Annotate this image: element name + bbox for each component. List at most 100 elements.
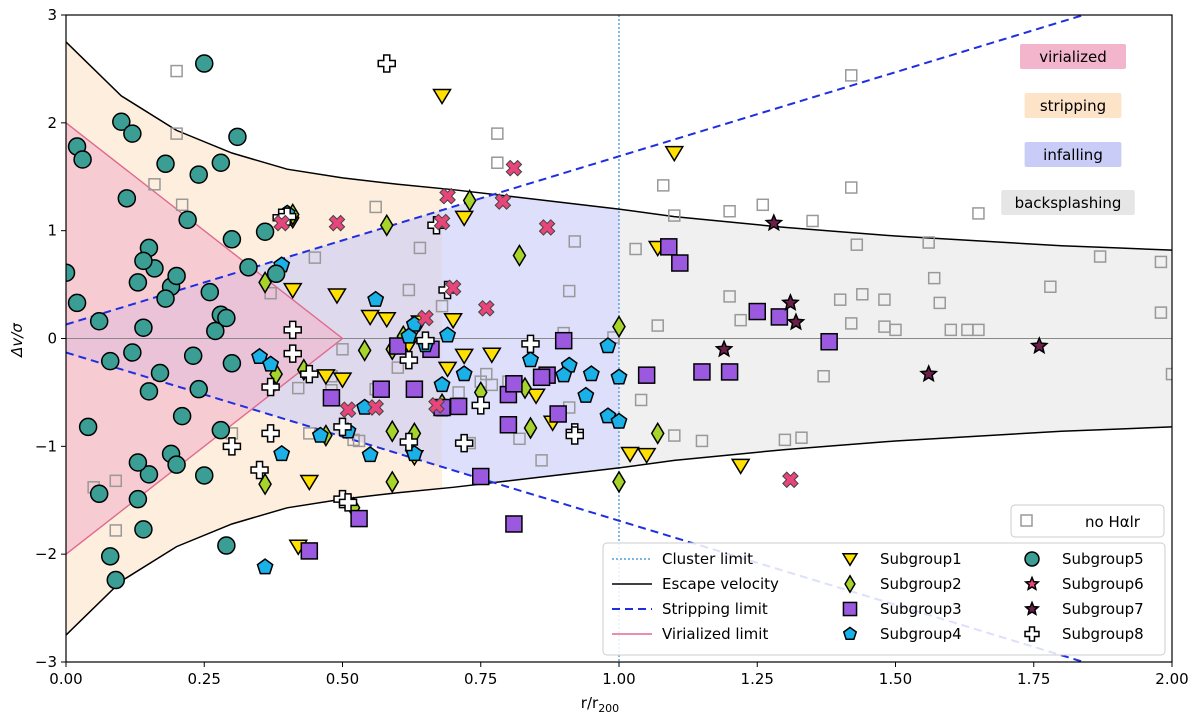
data-point-subgroup4: [367, 290, 385, 307]
data-point-subgroup5: [217, 308, 236, 328]
nohalr-point: [734, 313, 747, 327]
data-point-subgroup7: [786, 312, 806, 331]
data-point-subgroup5: [189, 379, 208, 399]
x-tick-label: 1.75: [1017, 670, 1050, 688]
data-point-subgroup8: [399, 350, 419, 370]
data-point-subgroup6-cross: [505, 159, 523, 177]
data-point-subgroup5: [239, 258, 258, 277]
data-point-subgroup4: [311, 426, 329, 443]
data-point-subgroup5: [217, 536, 236, 555]
data-point-subgroup8: [454, 433, 474, 453]
nohalr-point: [109, 524, 123, 537]
nohalr-legend-frame: [1010, 504, 1165, 538]
nohalr-point: [391, 361, 405, 374]
data-point-subgroup3: [693, 363, 711, 381]
y-tick-label: −3: [35, 653, 57, 671]
nohalr-point: [435, 299, 449, 313]
data-point-subgroup4: [273, 444, 291, 462]
data-point-subgroup5: [211, 420, 231, 440]
x-tick-label: 1.50: [879, 670, 912, 688]
x-tick-label: 0.25: [188, 670, 221, 688]
data-point-subgroup6-cross: [367, 399, 385, 416]
nohalr-point: [845, 317, 858, 330]
data-point-subgroup5: [128, 453, 148, 472]
nohalr-point: [944, 323, 958, 337]
data-point-subgroup3: [499, 416, 518, 434]
nohalr-point: [845, 69, 858, 82]
data-point-subgroup5: [195, 466, 214, 485]
data-point-subgroup5: [200, 282, 220, 302]
nohalr-point: [778, 433, 792, 447]
data-point-subgroup3: [300, 542, 319, 560]
legend-frame: [602, 542, 1166, 656]
data-point-subgroup3: [549, 405, 567, 423]
nohalr-legend-label: no Hαlr: [1085, 513, 1141, 531]
data-point-subgroup2: [650, 421, 665, 445]
data-point-subgroup7: [764, 213, 784, 232]
data-point-subgroup2: [385, 470, 400, 494]
data-point-subgroup3: [554, 331, 573, 350]
data-point-subgroup1: [432, 88, 452, 105]
data-point-subgroup3: [449, 397, 468, 416]
data-point-subgroup6-cross: [494, 193, 512, 210]
data-point-subgroup1: [636, 447, 657, 465]
nohalr-point: [878, 293, 891, 306]
data-point-subgroup1: [327, 288, 347, 305]
nohalr-point: [972, 323, 985, 337]
data-point-subgroup2: [379, 213, 394, 237]
legend-label-subgroup3: Subgroup3: [880, 600, 962, 618]
nohalr-point: [292, 381, 305, 395]
data-point-subgroup3: [671, 254, 689, 272]
data-point-subgroup4: [400, 327, 418, 344]
data-point-subgroup1: [481, 347, 502, 364]
data-point-subgroup2: [612, 315, 626, 339]
region-label-backsplashing: backsplashing: [1015, 194, 1122, 212]
data-point-subgroup4: [577, 386, 595, 403]
nohalr-point: [485, 378, 499, 392]
data-point-subgroup2: [612, 470, 626, 494]
nohalr-point: [1165, 367, 1172, 381]
data-point-subgroup8: [521, 334, 540, 354]
data-point-subgroup4: [610, 368, 628, 385]
data-point-subgroup5: [222, 354, 242, 373]
data-point-subgroup5: [167, 455, 186, 474]
data-point-subgroup3: [748, 302, 766, 321]
x-tick-label: 0.75: [464, 670, 497, 688]
data-point-subgroup8: [283, 320, 302, 340]
data-point-subgroup8: [471, 396, 490, 415]
data-point-subgroup3: [472, 467, 490, 486]
legend-marker-subgroup2: [844, 574, 856, 594]
nohalr-point: [109, 474, 123, 488]
data-point-subgroup5: [189, 165, 208, 184]
nohalr-point: [148, 178, 161, 191]
data-point-subgroup8: [261, 377, 280, 397]
data-point-subgroup7: [1029, 336, 1049, 355]
nohalr-point: [170, 127, 183, 140]
region-label-virialized: virialized: [1039, 48, 1107, 66]
data-point-subgroup5: [134, 520, 153, 539]
data-point-subgroup6-cross: [477, 299, 495, 317]
nohalr-point: [629, 242, 642, 256]
region-label-stripping: stripping: [1040, 97, 1106, 115]
virialized-limit-line: [66, 122, 344, 555]
region-label-box-stripping: [1024, 93, 1122, 118]
legend-marker-subgroup8: [1024, 626, 1040, 642]
data-point-subgroup5: [167, 266, 186, 286]
x-tick-label: 0.00: [49, 670, 82, 688]
y-tick-label: −1: [35, 437, 57, 455]
nohalr-point: [695, 434, 709, 448]
data-point-subgroup6-cross: [782, 471, 799, 489]
legend-label-subgroup4: Subgroup4: [880, 625, 962, 643]
data-point-subgroup5: [100, 547, 120, 566]
nohalr-point: [336, 343, 349, 356]
data-point-subgroup5: [112, 112, 131, 132]
data-point-subgroup4: [433, 375, 451, 393]
nohalr-point: [833, 293, 847, 306]
nohalr-point: [756, 198, 770, 212]
data-point-subgroup2: [462, 189, 477, 212]
x-axis-label: r/r200: [581, 694, 619, 715]
nohalr-legend-marker: [1020, 514, 1033, 527]
nohalr-point: [850, 238, 864, 251]
nohalr-point: [352, 434, 366, 448]
